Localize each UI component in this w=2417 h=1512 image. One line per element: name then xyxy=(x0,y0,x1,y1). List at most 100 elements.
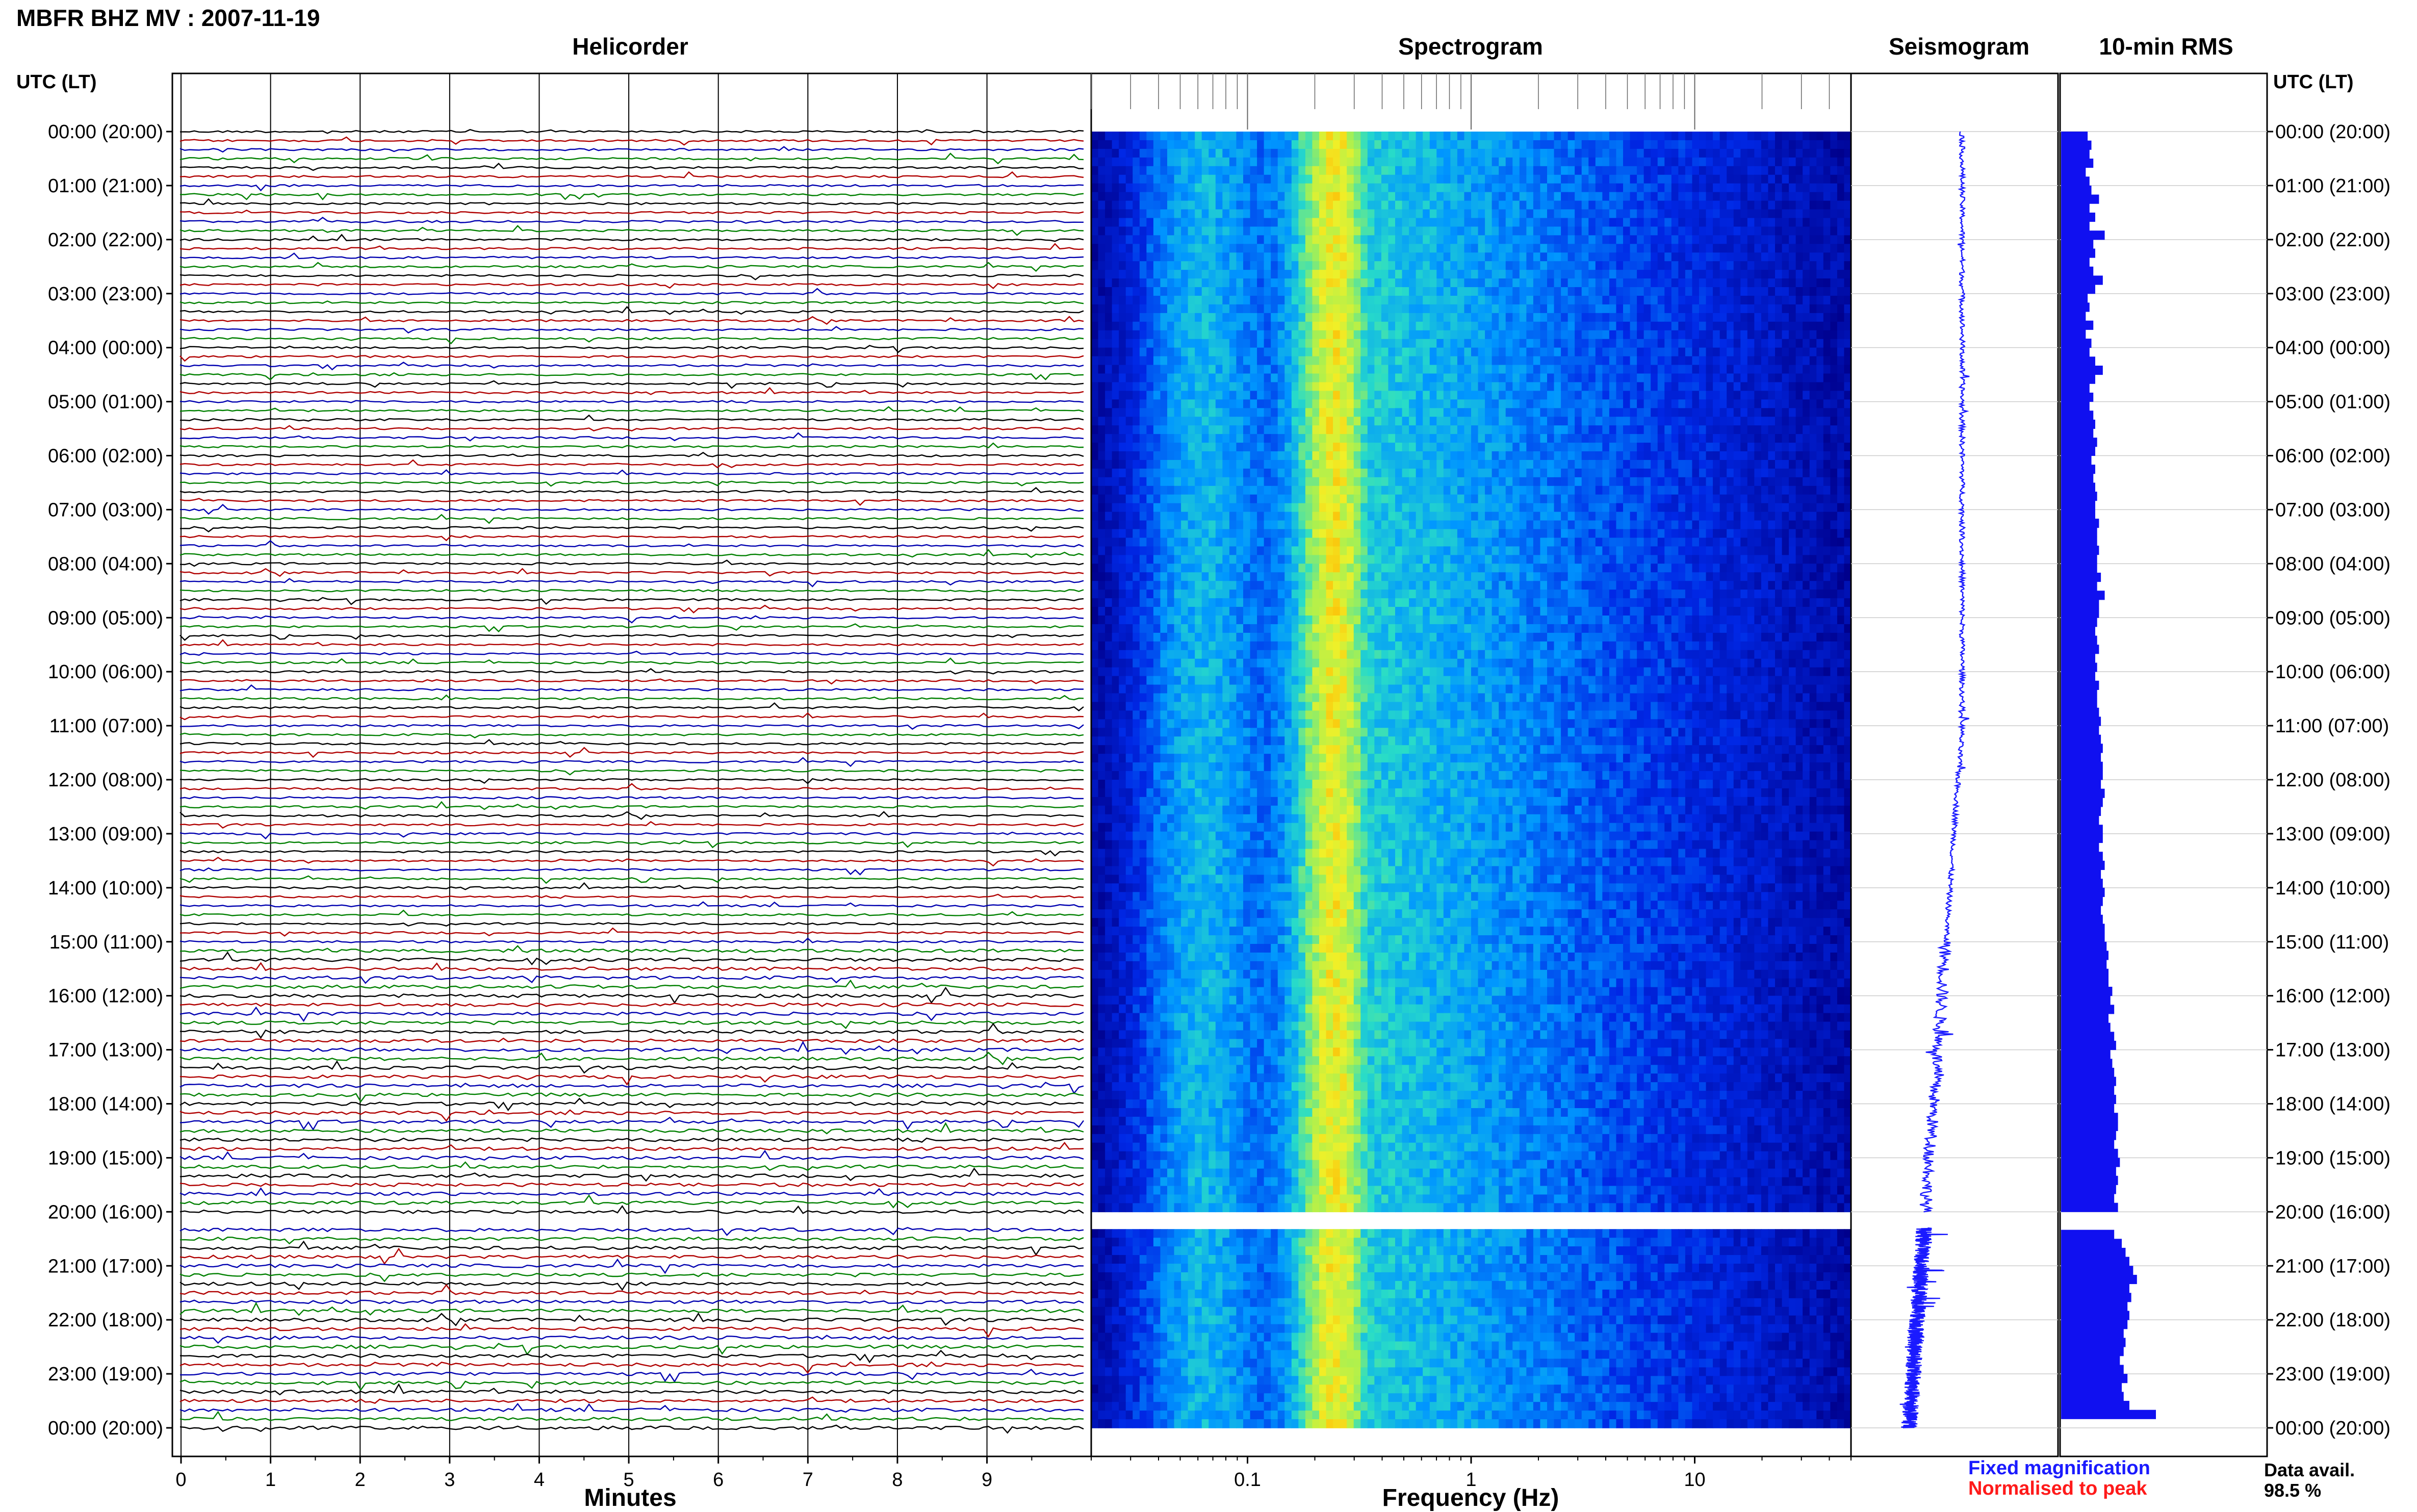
spectrogram-cell xyxy=(1471,391,1478,400)
spectrogram-cell xyxy=(1340,287,1347,296)
spectrogram-cell xyxy=(1685,149,1692,158)
spectrogram-cell xyxy=(1264,184,1271,193)
spectrogram-cell xyxy=(1091,374,1098,383)
spectrogram-cell xyxy=(1485,278,1492,288)
spectrogram-cell xyxy=(1823,235,1831,244)
spectrogram-cell xyxy=(1153,244,1161,253)
spectrogram-cell xyxy=(1298,140,1305,149)
spectrogram-cell xyxy=(1471,503,1478,512)
spectrogram-cell xyxy=(1133,132,1140,141)
spectrogram-cell xyxy=(1471,226,1478,236)
spectrogram-cell xyxy=(1112,226,1119,236)
spectrogram-cell xyxy=(1464,140,1471,149)
spectrogram-cell xyxy=(1754,443,1761,452)
spectrogram-cell xyxy=(1133,287,1140,296)
spectrogram-cell xyxy=(1167,425,1174,434)
spectrogram-cell xyxy=(1402,460,1409,469)
spectrogram-cell xyxy=(1547,235,1554,244)
spectrogram-cell xyxy=(1568,339,1575,348)
spectrogram-cell xyxy=(1526,175,1533,184)
spectrogram-cell xyxy=(1333,425,1340,434)
spectrogram-cell xyxy=(1713,495,1720,504)
spectrogram-cell xyxy=(1471,140,1478,149)
spectrogram-cell xyxy=(1520,443,1527,452)
spectrogram-cell xyxy=(1229,192,1237,201)
spectrogram-cell xyxy=(1243,226,1250,236)
spectrogram-cell xyxy=(1098,226,1105,236)
spectrogram-cell xyxy=(1575,201,1582,210)
spectrogram-cell xyxy=(1216,287,1223,296)
spectrogram-cell xyxy=(1651,244,1658,253)
spectrogram-cell xyxy=(1298,235,1305,244)
spectrogram-cell xyxy=(1388,486,1395,495)
spectrogram-cell xyxy=(1333,313,1340,322)
spectrogram-cell xyxy=(1271,382,1278,391)
spectrogram-cell xyxy=(1388,184,1395,193)
spectrogram-cell xyxy=(1229,374,1237,383)
spectrogram-cell xyxy=(1222,278,1229,288)
spectrogram-cell xyxy=(1658,451,1665,460)
spectrogram-cell xyxy=(1582,201,1589,210)
spectrogram-cell xyxy=(1775,278,1782,288)
spectrogram-cell xyxy=(1478,158,1485,167)
spectrogram-cell xyxy=(1734,158,1741,167)
spectrogram-cell xyxy=(1216,192,1223,201)
spectrogram-cell xyxy=(1658,140,1665,149)
spectrogram-cell xyxy=(1430,210,1437,219)
spectrogram-cell xyxy=(1754,486,1761,495)
spectrogram-cell xyxy=(1181,210,1188,219)
spectrogram-cell xyxy=(1485,287,1492,296)
spectrogram-cell xyxy=(1492,278,1499,288)
spectrogram-cell xyxy=(1706,201,1713,210)
spectrogram-cell xyxy=(1768,210,1775,219)
spectrogram-cell xyxy=(1644,278,1651,288)
spectrogram-cell xyxy=(1803,417,1810,426)
spectrogram-cell xyxy=(1692,287,1699,296)
spectrogram-cell xyxy=(1588,184,1596,193)
spectrogram-cell xyxy=(1623,261,1630,270)
spectrogram-cell xyxy=(1720,374,1727,383)
spectrogram-cell xyxy=(1174,278,1181,288)
spectrogram-cell xyxy=(1547,158,1554,167)
spectrogram-cell xyxy=(1685,408,1692,417)
spectrogram-cell xyxy=(1734,339,1741,348)
spectrogram-cell xyxy=(1637,201,1644,210)
spectrogram-cell xyxy=(1450,348,1457,357)
spectrogram-cell xyxy=(1444,451,1451,460)
spectrogram-cell xyxy=(1368,218,1375,227)
spectrogram-cell xyxy=(1395,210,1402,219)
spectrogram-cell xyxy=(1478,175,1485,184)
spectrogram-cell xyxy=(1450,261,1457,270)
spectrogram-cell xyxy=(1319,374,1326,383)
spectrogram-cell xyxy=(1292,382,1299,391)
spectrogram-cell xyxy=(1720,322,1727,331)
spectrogram-cell xyxy=(1609,443,1616,452)
spectrogram-cell xyxy=(1596,226,1603,236)
spectrogram-cell xyxy=(1554,477,1561,486)
spectrogram-cell xyxy=(1803,192,1810,201)
spectrogram-cell xyxy=(1105,261,1112,270)
spectrogram-cell xyxy=(1250,451,1257,460)
spectrogram-cell xyxy=(1637,322,1644,331)
spectrogram-cell xyxy=(1782,330,1789,340)
spectrogram-cell xyxy=(1672,477,1679,486)
spectrogram-cell xyxy=(1167,166,1174,175)
spectrogram-cell xyxy=(1485,218,1492,227)
spectrogram-cell xyxy=(1761,184,1768,193)
spectrogram-cell xyxy=(1222,158,1229,167)
spectrogram-cell xyxy=(1651,261,1658,270)
spectrogram-cell xyxy=(1630,235,1637,244)
spectrogram-cell xyxy=(1319,218,1326,227)
spectrogram-cell xyxy=(1146,495,1153,504)
spectrogram-cell xyxy=(1202,158,1209,167)
spectrogram-cell xyxy=(1630,495,1637,504)
spectrogram-cell xyxy=(1340,226,1347,236)
spectrogram-cell xyxy=(1720,425,1727,434)
spectrogram-cell xyxy=(1133,495,1140,504)
spectrogram-cell xyxy=(1492,166,1499,175)
spectrogram-cell xyxy=(1754,469,1761,478)
spectrogram-cell xyxy=(1312,235,1319,244)
spectrogram-cell xyxy=(1644,391,1651,400)
spectrogram-cell xyxy=(1126,356,1133,366)
spectrogram-cell xyxy=(1222,261,1229,270)
